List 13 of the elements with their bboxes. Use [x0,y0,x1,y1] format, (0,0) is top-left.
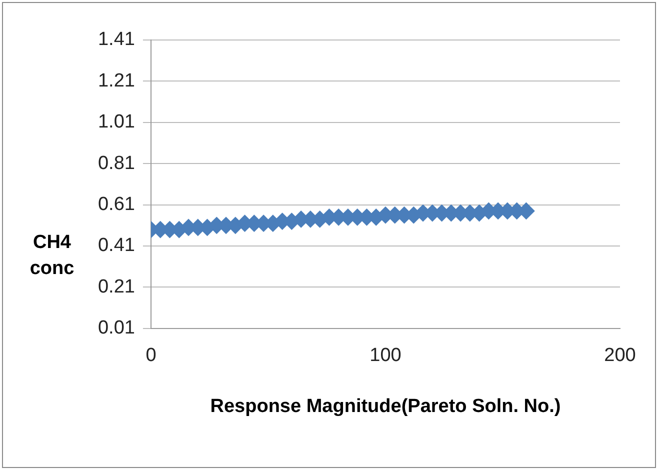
x-tick-label: 0 [146,345,156,366]
y-tick-label: 1.41 [98,29,135,50]
y-tick-label: 0.01 [98,318,135,339]
y-axis-title: CH4 conc [28,231,76,281]
y-tick-label: 0.81 [98,152,135,174]
x-tick-label: 200 [604,345,636,366]
y-tick-label: 1.01 [98,112,135,133]
y-tick-label: 0.21 [98,276,135,298]
x-axis-title: Response Magnitude(Pareto Soln. No.) [210,396,561,417]
y-tick-label: 0.41 [98,235,135,256]
y-tick-label: 0.61 [98,194,135,216]
y-tick-label: 1.21 [98,70,135,92]
x-tick-label: 100 [370,345,402,366]
